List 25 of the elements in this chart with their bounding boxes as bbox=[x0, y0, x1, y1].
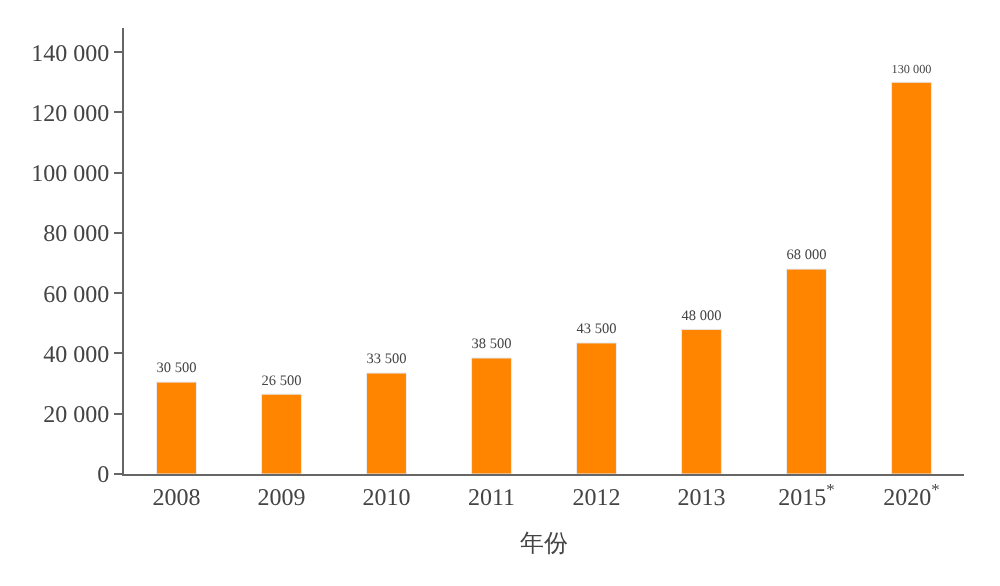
bar bbox=[156, 381, 197, 474]
y-tick-label: 80 000 bbox=[43, 219, 110, 248]
y-tick-label: 60 000 bbox=[43, 279, 110, 308]
bar bbox=[471, 357, 512, 474]
bar bbox=[366, 372, 407, 474]
x-tick-label: 2010 bbox=[362, 482, 411, 511]
x-tick-label: 2012 bbox=[572, 482, 621, 511]
x-tick-label: 2015$^{*}$ bbox=[778, 480, 835, 511]
x-tick-label: 2008 bbox=[152, 482, 201, 511]
y-tick-label: 140 000 bbox=[31, 38, 110, 67]
y-tick-label: 40 000 bbox=[43, 339, 110, 368]
x-tick-label: 2020$^{*}$ bbox=[883, 480, 940, 511]
bar bbox=[786, 268, 827, 474]
y-tick-label: 0 bbox=[97, 460, 110, 489]
x-tick-label: 2009 bbox=[257, 482, 306, 511]
bar bbox=[891, 81, 932, 474]
x-tick-label: 2013 bbox=[677, 482, 726, 511]
bar bbox=[576, 342, 617, 474]
y-tick-label: 100 000 bbox=[31, 159, 110, 188]
x-axis-title: 年份 bbox=[520, 528, 568, 557]
bar bbox=[681, 328, 722, 474]
y-tick-label: 20 000 bbox=[43, 400, 110, 429]
y-tick-label: 120 000 bbox=[31, 98, 110, 127]
x-tick-label: 2011 bbox=[467, 482, 516, 511]
bar bbox=[261, 393, 302, 474]
